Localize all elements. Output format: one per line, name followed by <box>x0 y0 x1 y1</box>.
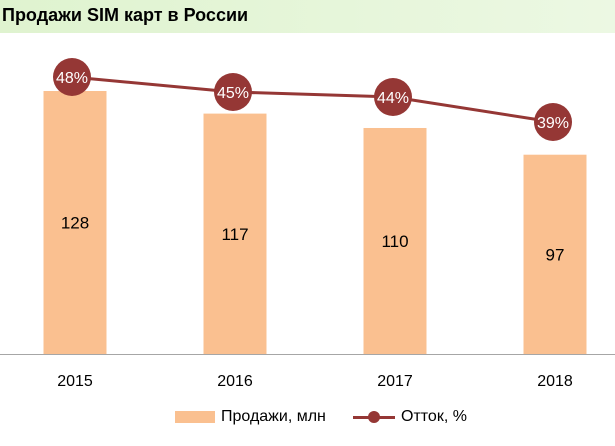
x-tick-label: 2015 <box>57 373 93 390</box>
bar-value-label: 117 <box>221 225 248 244</box>
bars-group: 128 117 110 97 <box>43 91 587 354</box>
churn-value-label: 48% <box>56 70 88 87</box>
churn-value-label: 44% <box>377 90 409 107</box>
title-bar: Продажи SIM карт в России <box>0 0 615 33</box>
churn-marker-2017 <box>374 78 412 116</box>
x-tick-label: 2016 <box>217 373 253 390</box>
x-tick-label: 2017 <box>377 373 413 390</box>
churn-value-label: 39% <box>537 115 569 132</box>
churn-markers: 48% 45% 44% 39% <box>53 58 572 141</box>
churn-marker-2015 <box>53 58 91 96</box>
chart-title: Продажи SIM карт в России <box>2 5 249 25</box>
bar-2018 <box>523 154 587 354</box>
bar-2016 <box>203 113 267 354</box>
bar-value-label: 110 <box>381 232 408 251</box>
legend-label-sales: Продажи, млн <box>221 408 326 425</box>
x-tick-labels: 2015 2016 2017 2018 <box>57 373 573 390</box>
x-tick-label: 2018 <box>537 373 573 390</box>
churn-marker-2018 <box>534 103 572 141</box>
legend-swatch-churn-dot <box>368 411 380 423</box>
legend-swatch-churn <box>353 410 395 424</box>
churn-marker-2016 <box>214 73 252 111</box>
bar-value-label: 128 <box>61 214 89 233</box>
legend-item-sales: Продажи, млн <box>175 408 326 426</box>
bar-value-label: 97 <box>546 245 565 264</box>
legend-swatch-sales <box>175 411 215 423</box>
bar-2017 <box>363 127 427 354</box>
bar-2015 <box>43 91 107 354</box>
legend-label-churn: Отток, % <box>401 408 467 425</box>
legend-item-churn: Отток, % <box>353 408 467 426</box>
legend: Продажи, млн Отток, % <box>0 408 615 430</box>
churn-line <box>71 75 554 124</box>
churn-value-label: 45% <box>217 85 249 102</box>
